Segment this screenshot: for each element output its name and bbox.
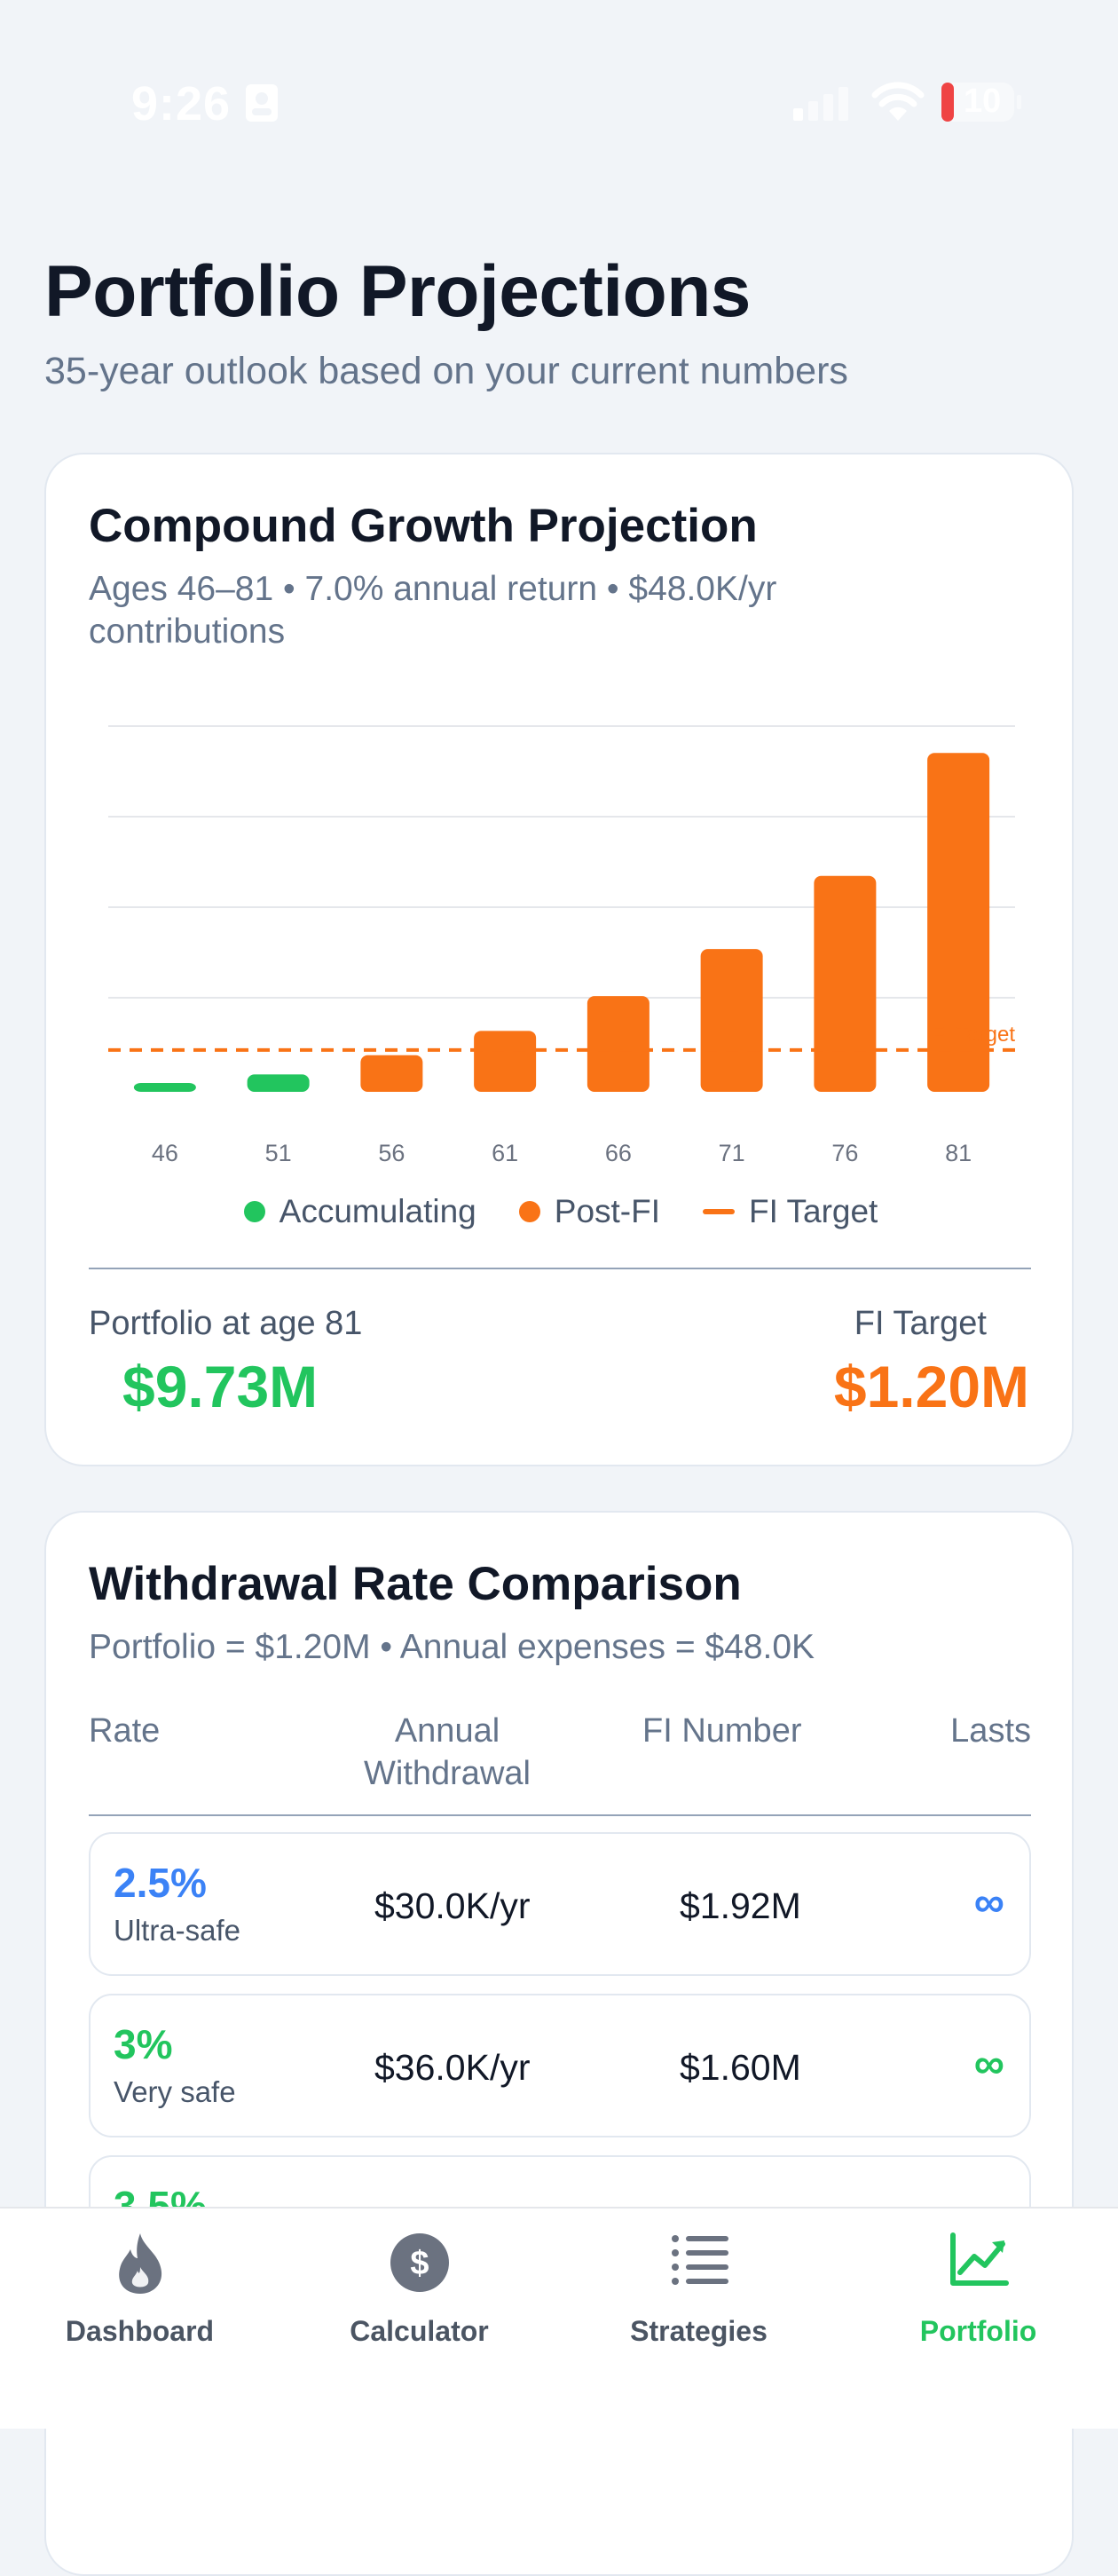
withdrawal-row[interactable]: 3% Very safe $36.0K/yr $1.60M ∞ bbox=[89, 1994, 1031, 2137]
withdrawal-row[interactable]: 2.5% Ultra-safe $30.0K/yr $1.92M ∞ bbox=[89, 1832, 1031, 1976]
bar-accumulating bbox=[133, 1083, 196, 1092]
legend-accumulating-label: Accumulating bbox=[279, 1193, 476, 1229]
summary-divider bbox=[89, 1268, 1031, 1269]
row-fi-number: $1.92M bbox=[680, 1885, 801, 1926]
x-tick-label: 56 bbox=[378, 1140, 405, 1166]
table-header-divider bbox=[89, 1814, 1031, 1816]
post-fi-dot-icon bbox=[518, 1201, 540, 1222]
legend-accumulating: Accumulating bbox=[243, 1193, 476, 1230]
x-tick-label: 46 bbox=[152, 1140, 178, 1166]
growth-card-title: Compound Growth Projection bbox=[89, 500, 758, 552]
bar-post-fi bbox=[587, 996, 650, 1092]
page-subtitle: 35-year outlook based on your current nu… bbox=[44, 350, 848, 392]
trend-icon bbox=[949, 2232, 1009, 2286]
status-bar: 9:26 10 bbox=[0, 0, 1118, 204]
chart-grid bbox=[108, 725, 1015, 999]
fi-target-dash-icon bbox=[703, 1209, 736, 1214]
withdrawal-table-header: Rate Annual Withdrawal FI Number Lasts bbox=[89, 1710, 1031, 1798]
infinity-icon: ∞ bbox=[973, 2041, 1004, 2088]
portfolio-age-label: Portfolio at age 81 bbox=[89, 1305, 363, 1342]
tab-label: Dashboard bbox=[65, 2315, 215, 2347]
fi-target-line-group: FI Target bbox=[108, 1023, 1016, 1052]
bar-post-fi bbox=[474, 1031, 537, 1092]
dollar-icon: $ bbox=[390, 2233, 449, 2292]
svg-text:$: $ bbox=[410, 2245, 429, 2282]
header-annual-withdrawal: Annual Withdrawal bbox=[358, 1710, 536, 1795]
header-fi-number: FI Number bbox=[642, 1712, 802, 1750]
bar-post-fi bbox=[927, 753, 990, 1092]
battery-icon bbox=[941, 83, 1021, 122]
tab-portfolio[interactable]: Portfolio bbox=[838, 2209, 1118, 2430]
header-annual-line2: Withdrawal bbox=[364, 1755, 531, 1792]
row-risk-label: Very safe bbox=[114, 2075, 236, 2108]
contact-card-icon bbox=[246, 84, 278, 122]
tab-label: Strategies bbox=[630, 2315, 768, 2347]
withdrawal-card-title: Withdrawal Rate Comparison bbox=[89, 1558, 742, 1610]
bottom-tab-bar: Dashboard $ Calculator Strategies Portfo… bbox=[0, 2207, 1118, 2429]
tab-calculator[interactable]: $ Calculator bbox=[280, 2209, 559, 2430]
tab-strategies[interactable]: Strategies bbox=[559, 2209, 838, 2430]
legend-fi-target: FI Target bbox=[703, 1193, 878, 1230]
chart-legend: Accumulating Post-FI FI Target bbox=[46, 1193, 1075, 1230]
growth-projection-card: Compound Growth Projection Ages 46–81 • … bbox=[44, 453, 1074, 1466]
row-rate: 2.5% bbox=[114, 1860, 207, 1906]
x-tick-label: 81 bbox=[945, 1140, 972, 1166]
page-title: Portfolio Projections bbox=[44, 251, 751, 332]
fi-target-line-label: FI Target bbox=[932, 1023, 1016, 1047]
legend-fi-target-label: FI Target bbox=[749, 1193, 878, 1229]
battery-level: 10 bbox=[964, 83, 1002, 120]
tab-label: Portfolio bbox=[919, 2315, 1037, 2347]
bar-post-fi bbox=[700, 949, 763, 1092]
bar-accumulating bbox=[247, 1074, 310, 1092]
bar-post-fi bbox=[360, 1055, 423, 1092]
header-rate: Rate bbox=[89, 1712, 161, 1750]
row-fi-number: $1.60M bbox=[680, 2047, 801, 2088]
infinity-icon: ∞ bbox=[973, 1879, 1004, 1926]
growth-chart: FI Target 46 51 56 61 66 71 76 81 bbox=[108, 725, 1016, 1166]
x-tick-label: 66 bbox=[605, 1140, 632, 1166]
growth-card-meta: Ages 46–81 • 7.0% annual return • $48.0K… bbox=[89, 570, 777, 651]
row-withdrawal: $36.0K/yr bbox=[374, 2047, 531, 2088]
row-risk-label: Ultra-safe bbox=[114, 1914, 241, 1947]
portfolio-age-value: $9.73M bbox=[122, 1354, 319, 1419]
wifi-icon bbox=[871, 82, 925, 121]
cellular-signal-icon bbox=[793, 87, 848, 121]
header-annual-line1: Annual bbox=[394, 1712, 500, 1750]
x-tick-label: 71 bbox=[719, 1140, 745, 1166]
legend-post-fi: Post-FI bbox=[518, 1193, 661, 1230]
tab-label: Calculator bbox=[350, 2315, 489, 2347]
withdrawal-card-meta: Portfolio = $1.20M • Annual expenses = $… bbox=[89, 1628, 815, 1666]
fi-target-summary-label: FI Target bbox=[854, 1305, 987, 1342]
chart-x-ticks: 46 51 56 61 66 71 76 81 bbox=[152, 1140, 972, 1166]
list-icon bbox=[671, 2235, 728, 2285]
header-lasts: Lasts bbox=[950, 1712, 1031, 1750]
chart-bars bbox=[133, 753, 990, 1092]
accumulating-dot-icon bbox=[243, 1201, 265, 1222]
fi-target-summary-value: $1.20M bbox=[833, 1354, 1029, 1419]
flame-icon bbox=[118, 2233, 161, 2294]
tab-dashboard[interactable]: Dashboard bbox=[0, 2209, 280, 2430]
legend-post-fi-label: Post-FI bbox=[554, 1193, 661, 1229]
x-tick-label: 51 bbox=[265, 1140, 292, 1166]
x-tick-label: 76 bbox=[831, 1140, 858, 1166]
status-time: 9:26 bbox=[131, 77, 232, 130]
row-withdrawal: $30.0K/yr bbox=[374, 1885, 531, 1926]
x-tick-label: 61 bbox=[492, 1140, 518, 1166]
row-rate: 3% bbox=[114, 2021, 173, 2067]
bar-post-fi bbox=[814, 875, 877, 1092]
